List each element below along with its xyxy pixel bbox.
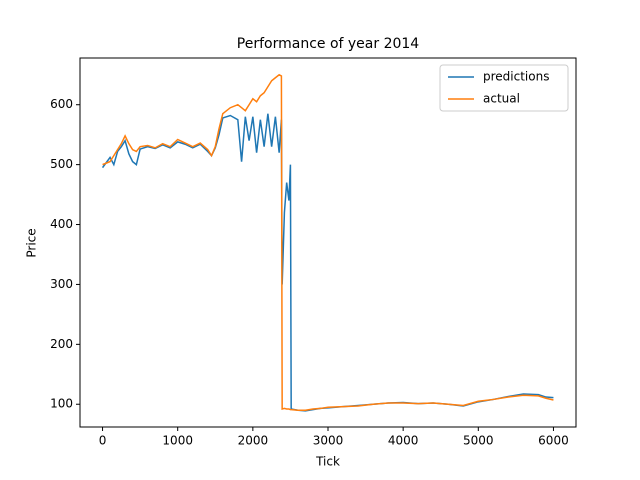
- line-series: [102, 73, 554, 411]
- x-tick-label: 5000: [463, 434, 494, 448]
- x-tick-label: 6000: [538, 434, 569, 448]
- y-tick-label: 100: [50, 397, 73, 411]
- y-tick-label: 600: [50, 97, 73, 111]
- chart-title: Performance of year 2014: [237, 36, 420, 52]
- x-tick-label: 4000: [388, 434, 419, 448]
- y-tick-label: 200: [50, 337, 73, 351]
- legend-label: predictions: [483, 70, 549, 84]
- legend-label: actual: [483, 92, 520, 106]
- x-tick-label: 3000: [313, 434, 344, 448]
- y-axis-label: Price: [25, 228, 39, 257]
- y-tick-label: 400: [50, 217, 73, 231]
- x-tick-label: 1000: [162, 434, 193, 448]
- y-tick-label: 500: [50, 157, 73, 171]
- y-tick-label: 300: [50, 277, 73, 291]
- x-tick-label: 2000: [238, 434, 269, 448]
- x-axis-label: Tick: [315, 455, 340, 469]
- x-tick-label: 0: [99, 434, 107, 448]
- plot-frame: [79, 57, 577, 428]
